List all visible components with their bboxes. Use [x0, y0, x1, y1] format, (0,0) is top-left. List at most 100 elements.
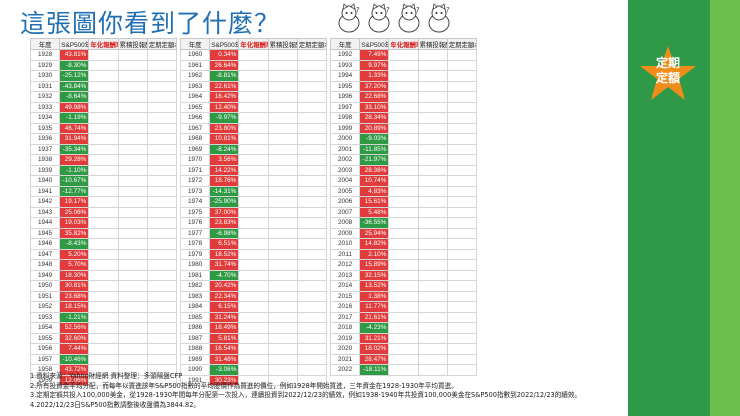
table-cell — [446, 70, 478, 82]
table-cell: 1943 — [29, 206, 61, 218]
table-cell: 46.74% — [59, 122, 90, 134]
table-cell: 1982 — [179, 280, 211, 292]
table-cell — [146, 227, 178, 239]
table-cell: 1941 — [29, 185, 61, 197]
table-cell — [117, 280, 148, 292]
table-cell — [88, 101, 119, 113]
table-cell — [446, 269, 478, 281]
table-cell — [238, 248, 269, 260]
table-cell — [88, 49, 119, 61]
table-cell: 18.49% — [209, 322, 240, 334]
table-cell — [296, 227, 328, 239]
table-cell: -35.34% — [59, 143, 90, 155]
table-cell — [238, 206, 269, 218]
table-cell — [146, 322, 178, 334]
table-cell: -8.43% — [59, 238, 90, 250]
table-cell — [238, 290, 269, 302]
table-cell — [146, 238, 178, 250]
table-row: 2002 -21.97% — [329, 154, 478, 166]
table-row: 1974 -25.90% — [179, 196, 328, 208]
table-row: 2003 28.36% — [329, 164, 478, 176]
table-cell — [417, 185, 448, 197]
table-cell — [296, 238, 328, 250]
table-cell — [446, 364, 478, 376]
table-cell — [88, 154, 119, 166]
badge-line-1: 定期 — [655, 56, 680, 70]
table-cell: 18.52% — [209, 248, 240, 260]
table-row: 2016 11.77% — [329, 301, 478, 313]
star-badge-icon — [640, 46, 696, 100]
table-cell — [417, 227, 448, 239]
table-cell: 5.48% — [359, 206, 390, 218]
column-header: S&P500年度績效 — [59, 38, 90, 50]
table-cell — [296, 280, 328, 292]
table-cell — [417, 290, 448, 302]
table-cell: -14.31% — [209, 185, 240, 197]
table-cell — [296, 248, 328, 260]
table-cell — [267, 164, 298, 176]
table-cell: 1942 — [29, 196, 61, 208]
table-cell: -1.21% — [59, 311, 90, 323]
table-row: 1967 23.80% — [179, 122, 328, 134]
table-row: 1954 52.56% — [29, 322, 178, 334]
table-cell: 1944 — [29, 217, 61, 229]
table-cell: 21.61% — [359, 311, 390, 323]
table-row: 1938 29.28% — [29, 154, 178, 166]
table-cell — [446, 311, 478, 323]
table-row: 2010 14.82% — [329, 238, 478, 250]
table-cell — [446, 101, 478, 113]
table-cell: -4.70% — [209, 269, 240, 281]
table-cell — [446, 343, 478, 355]
table-cell — [267, 311, 298, 323]
table-cell — [267, 343, 298, 355]
table-cell — [146, 311, 178, 323]
table-cell: -8.24% — [209, 143, 240, 155]
table-cell — [296, 175, 328, 187]
table-cell: 1974 — [179, 196, 211, 208]
column-header: 定期定額本利和 — [296, 38, 328, 50]
table-cell: 1938 — [29, 154, 61, 166]
table-cell: 1998 — [329, 112, 361, 124]
table-cell — [117, 238, 148, 250]
cat-illustrations: ? ? ? ? — [336, 3, 452, 33]
table-row: 1940 -10.67% — [29, 175, 178, 187]
table-cell — [388, 154, 419, 166]
table-cell — [296, 91, 328, 103]
table-cell — [88, 185, 119, 197]
table-cell: -25.12% — [59, 70, 90, 82]
table-cell: 26.64% — [209, 59, 240, 71]
table-cell: 1965 — [179, 101, 211, 113]
table-row: 1963 22.61% — [179, 80, 328, 92]
table-cell: 2005 — [329, 185, 361, 197]
table-cell: 1983 — [179, 290, 211, 302]
table-cell — [446, 49, 478, 61]
table-row: 1948 5.70% — [29, 259, 178, 271]
table-row: 1989 31.48% — [179, 353, 328, 365]
table-cell: 1989 — [179, 353, 211, 365]
table-cell: -6.98% — [209, 227, 240, 239]
table-cell — [117, 175, 148, 187]
table-cell — [388, 269, 419, 281]
table-row: 1931 -43.84% — [29, 80, 178, 92]
table-cell: 1995 — [329, 80, 361, 92]
table-cell — [238, 122, 269, 134]
table-cell — [88, 248, 119, 260]
table-cell — [267, 70, 298, 82]
table-cell — [88, 374, 119, 386]
table-cell: -8.64% — [59, 91, 90, 103]
table-row: 2021 28.47% — [329, 353, 478, 365]
table-cell: 1951 — [29, 290, 61, 302]
table-cell — [88, 290, 119, 302]
table-row: 1951 23.68% — [29, 290, 178, 302]
table-cell: 1971 — [179, 164, 211, 176]
table-cell — [238, 133, 269, 145]
table-cell: 2013 — [329, 269, 361, 281]
table-cell: 1956 — [29, 343, 61, 355]
table-cell — [146, 301, 178, 313]
table-cell — [88, 133, 119, 145]
table-cell: 1997 — [329, 101, 361, 113]
table-cell: 2003 — [329, 164, 361, 176]
table-row: 1985 31.24% — [179, 311, 328, 323]
table-cell: 1979 — [179, 248, 211, 260]
table-cell — [296, 269, 328, 281]
